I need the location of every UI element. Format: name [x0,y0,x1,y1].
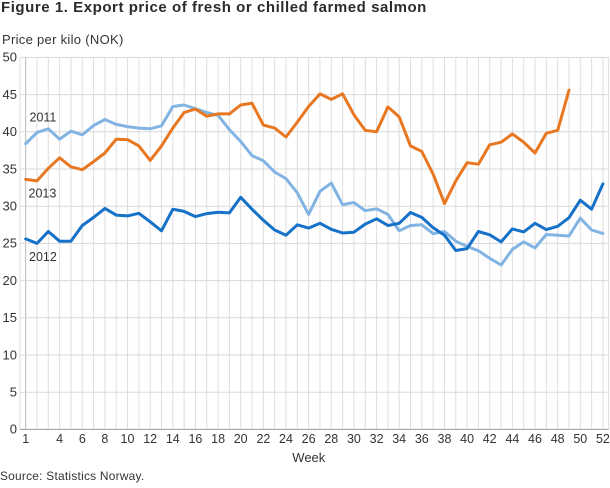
svg-text:25: 25 [3,236,17,251]
svg-text:38: 38 [438,432,452,446]
svg-text:5: 5 [10,385,17,400]
svg-text:20: 20 [3,273,17,288]
svg-text:12: 12 [143,432,157,446]
svg-text:2013: 2013 [29,186,57,200]
svg-text:22: 22 [256,432,270,446]
svg-text:45: 45 [3,87,17,102]
svg-text:44: 44 [505,432,519,446]
svg-text:15: 15 [3,310,17,325]
svg-text:16: 16 [188,432,202,446]
svg-text:26: 26 [302,432,316,446]
svg-text:24: 24 [279,432,293,446]
svg-text:50: 50 [573,432,587,446]
svg-text:32: 32 [370,432,384,446]
svg-text:6: 6 [79,432,86,446]
svg-text:48: 48 [551,432,565,446]
svg-text:50: 50 [3,50,17,65]
svg-text:10: 10 [121,432,135,446]
svg-text:14: 14 [166,432,180,446]
svg-text:42: 42 [483,432,497,446]
svg-text:10: 10 [3,347,17,362]
svg-text:46: 46 [528,432,542,446]
svg-text:2012: 2012 [29,250,57,264]
svg-text:0: 0 [10,422,17,437]
svg-text:30: 30 [3,199,17,214]
svg-text:8: 8 [101,432,108,446]
svg-text:40: 40 [3,124,17,139]
svg-text:28: 28 [324,432,338,446]
svg-text:40: 40 [460,432,474,446]
svg-text:35: 35 [3,161,17,176]
svg-text:4: 4 [56,432,63,446]
svg-text:30: 30 [347,432,361,446]
svg-text:52: 52 [596,432,610,446]
svg-text:2011: 2011 [30,111,57,125]
svg-text:20: 20 [234,432,248,446]
svg-text:Week: Week [292,450,325,465]
svg-text:34: 34 [392,432,406,446]
svg-text:1: 1 [22,432,29,446]
svg-text:36: 36 [415,432,429,446]
svg-text:18: 18 [211,432,225,446]
